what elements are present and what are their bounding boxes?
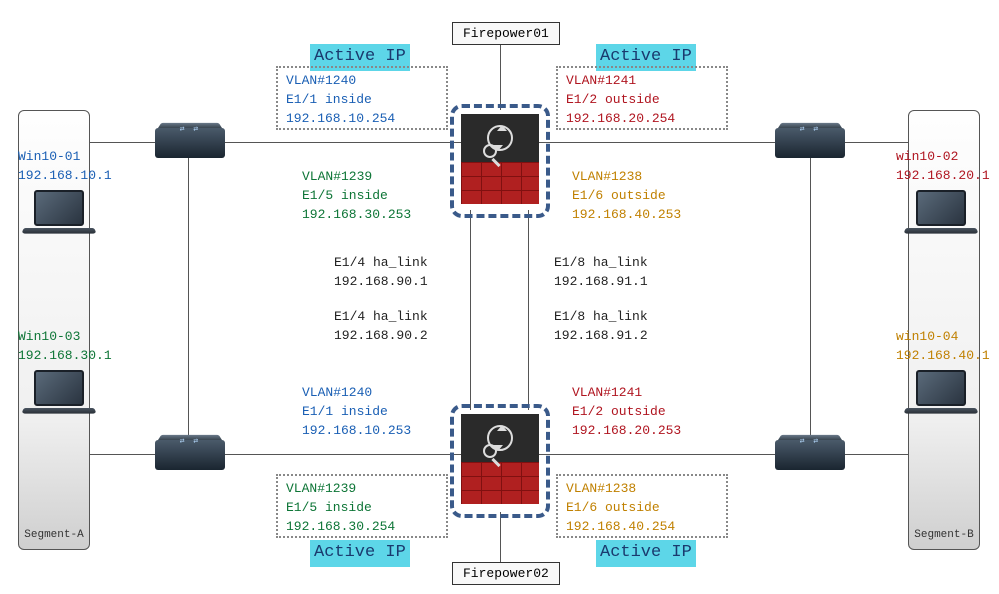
laptop-win10-02 <box>906 190 976 240</box>
fp1-e14: E1/4 ha_link192.168.90.1 <box>334 254 428 292</box>
network-diagram: Segment-A Segment-B ⇄ ⇄ ⇄ ⇄ ⇄ ⇄ ⇄ ⇄ Fire… <box>0 0 999 594</box>
host-win10-03: Win10-03192.168.30.1 <box>18 328 112 366</box>
laptop-win10-04 <box>906 370 976 420</box>
segment-b-label: Segment-B <box>909 529 979 541</box>
fp1-e12: VLAN#1241E1/2 outside192.168.20.254 <box>566 72 675 129</box>
fp1-label-connector <box>500 42 501 110</box>
fp1-e15: VLAN#1239E1/5 inside192.168.30.253 <box>302 168 411 225</box>
segment-a-label: Segment-A <box>19 529 89 541</box>
switch-bottom-left: ⇄ ⇄ <box>155 440 225 470</box>
fp1-e11: VLAN#1240E1/1 inside192.168.10.254 <box>286 72 395 129</box>
switch-top-left: ⇄ ⇄ <box>155 128 225 158</box>
firepower02 <box>461 414 539 509</box>
right-switch-vline <box>810 142 811 454</box>
fp2-label-box: Firepower02 <box>452 562 560 585</box>
fp1-e18: E1/8 ha_link192.168.91.1 <box>554 254 648 292</box>
ha-link-left <box>470 210 471 410</box>
fp2-e18: E1/8 ha_link192.168.91.2 <box>554 308 648 346</box>
host-win10-01: Win10-01192.168.10.1 <box>18 148 112 186</box>
fp2-e14: E1/4 ha_link192.168.90.2 <box>334 308 428 346</box>
switch-bottom-right: ⇄ ⇄ <box>775 440 845 470</box>
fp1-e16: VLAN#1238E1/6 outside192.168.40.253 <box>572 168 681 225</box>
active-ip-br: Active IP <box>596 540 696 567</box>
laptop-win10-01 <box>24 190 94 240</box>
host-win10-02: win10-02192.168.20.1 <box>896 148 990 186</box>
host-win10-04: win10-04192.168.40.1 <box>896 328 990 366</box>
fp1-label: Firepower01 <box>463 26 549 41</box>
fp2-e15: VLAN#1239E1/5 inside192.168.30.254 <box>286 480 395 537</box>
fp2-label-connector <box>500 512 501 562</box>
firepower01 <box>461 114 539 209</box>
fp1-label-box: Firepower01 <box>452 22 560 45</box>
laptop-win10-03 <box>24 370 94 420</box>
ha-link-right <box>528 210 529 410</box>
switch-top-right: ⇄ ⇄ <box>775 128 845 158</box>
fp2-e12: VLAN#1241E1/2 outside192.168.20.253 <box>572 384 681 441</box>
left-switch-vline <box>188 142 189 454</box>
fp2-e16: VLAN#1238E1/6 outside192.168.40.254 <box>566 480 675 537</box>
active-ip-bl: Active IP <box>310 540 410 567</box>
fp2-label: Firepower02 <box>463 566 549 581</box>
fp2-e11: VLAN#1240E1/1 inside192.168.10.253 <box>302 384 411 441</box>
